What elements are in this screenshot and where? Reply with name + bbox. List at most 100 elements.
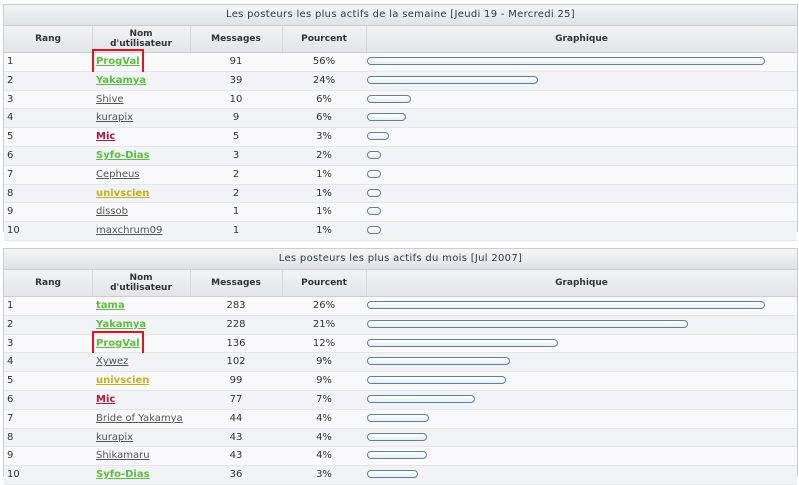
activity-bar [367, 113, 406, 122]
messages-cell: 99 [229, 375, 243, 387]
table-row: 7 Bride of Yakamya 44 4% [4, 409, 797, 429]
username-link[interactable]: ProgVal [92, 330, 144, 356]
percent-cell: 21% [312, 318, 336, 330]
username-link[interactable]: Xywez [96, 356, 129, 368]
messages-cell: 43 [229, 431, 243, 443]
activity-bar [367, 470, 418, 479]
messages-cell: 1 [232, 206, 240, 218]
percent-cell: 26% [312, 300, 336, 311]
rank-cell: 9 [7, 206, 14, 218]
username-link[interactable]: maxchrum09 [96, 225, 163, 237]
percent-cell: 12% [312, 337, 336, 349]
table-row: 4 Xywez 102 9% [4, 353, 797, 373]
username-link[interactable]: Bride of Yakamya [96, 412, 183, 424]
percent-cell: 56% [312, 56, 336, 67]
activity-bar [367, 413, 429, 422]
monthly-top-posters-panel: Les posteurs les plus actifs du mois [Ju… [3, 248, 798, 485]
activity-bar [367, 338, 558, 347]
header-graphique: Graphique [555, 278, 608, 288]
activity-bar [367, 394, 475, 403]
table-row: 9 dissob 1 1% [4, 203, 797, 223]
username-link[interactable]: tama [96, 300, 125, 311]
header-pourcent: Pourcent [282, 270, 367, 296]
rank-cell: 3 [7, 337, 14, 349]
header-messages: Messages [190, 26, 283, 52]
username-link[interactable]: Yakamya [96, 74, 147, 86]
rank-cell: 5 [7, 131, 14, 143]
username-link[interactable]: Cepheus [96, 168, 140, 180]
rank-cell: 6 [7, 393, 14, 405]
rank-cell: 9 [7, 450, 14, 462]
percent-cell: 1% [316, 187, 332, 199]
username-link[interactable]: Syfo-Dias [96, 469, 150, 481]
table-row: 4 kurapix 9 6% [4, 109, 797, 129]
messages-cell: 36 [229, 469, 243, 481]
username-link[interactable]: Mic [96, 131, 116, 143]
username-link[interactable]: Yakamya [96, 318, 147, 330]
rank-cell: 10 [7, 225, 20, 237]
header-rang: Rang [4, 26, 93, 52]
table-row: 10 Syfo-Dias 36 3% [4, 466, 797, 485]
monthly-panel-title: Les posteurs les plus actifs du mois [Ju… [4, 249, 797, 270]
percent-cell: 3% [316, 469, 332, 481]
username-link[interactable]: Shive [96, 93, 124, 105]
messages-cell: 102 [226, 356, 246, 368]
messages-cell: 10 [229, 93, 243, 105]
table-row: 5 univscien 99 9% [4, 372, 797, 391]
table-row: 10 maxchrum09 1 1% [4, 222, 797, 241]
messages-cell: 43 [229, 450, 243, 462]
activity-bar [367, 57, 765, 65]
messages-cell: 283 [226, 300, 246, 311]
table-row: 2 Yakamya 39 24% [4, 71, 797, 91]
monthly-table-header: Rang Nom d'utilisateur Messages Pourcent … [4, 270, 797, 297]
messages-cell: 136 [226, 337, 246, 349]
rank-cell: 4 [7, 112, 14, 124]
table-row: 8 kurapix 43 4% [4, 428, 797, 448]
username-link[interactable]: kurapix [96, 112, 134, 124]
activity-bar [367, 94, 411, 103]
username-link[interactable]: dissob [96, 206, 129, 218]
rank-cell: 2 [7, 318, 14, 330]
table-row: 6 Mic 77 7% [4, 390, 797, 410]
table-row: 3 ProgVal 136 12% [4, 330, 797, 356]
activity-bar [367, 75, 538, 84]
rank-cell: 4 [7, 356, 14, 368]
percent-cell: 6% [316, 93, 332, 105]
username-link[interactable]: univscien [96, 187, 150, 199]
table-row: 7 Cepheus 2 1% [4, 165, 797, 185]
username-link[interactable]: Shikamaru [96, 450, 150, 462]
messages-cell: 2 [232, 168, 240, 180]
table-row: 5 Mic 5 3% [4, 128, 797, 147]
activity-bar [367, 451, 427, 460]
header-nom: Nom d'utilisateur [92, 26, 191, 52]
messages-cell: 228 [226, 318, 246, 330]
username-link[interactable]: Syfo-Dias [96, 149, 150, 161]
rank-cell: 7 [7, 168, 14, 180]
percent-cell: 4% [316, 450, 332, 462]
table-row: 8 univscien 2 1% [4, 184, 797, 204]
rank-cell: 3 [7, 93, 14, 105]
activity-bar [367, 188, 381, 197]
percent-cell: 3% [316, 131, 332, 143]
activity-bar [367, 357, 510, 366]
table-row: 6 Syfo-Dias 3 2% [4, 146, 797, 166]
header-messages: Messages [190, 270, 283, 296]
table-row: 9 Shikamaru 43 4% [4, 447, 797, 467]
username-link[interactable]: ProgVal [92, 49, 144, 74]
rank-cell: 7 [7, 412, 14, 424]
monthly-rows: 1 tama 283 26% 2 Yakamya 228 21% 3 ProgVal 136 12% 4… [4, 297, 797, 485]
messages-cell: 9 [232, 112, 240, 124]
activity-bar [367, 432, 427, 441]
header-graphique: Graphique [555, 34, 608, 44]
username-link[interactable]: Mic [96, 393, 116, 405]
username-link[interactable]: univscien [96, 375, 150, 387]
weekly-rows: 1 ProgVal 91 56% 2 Yakamya 39 24% 3 Shive 10 6% 4 kur… [4, 49, 797, 241]
percent-cell: 1% [316, 206, 332, 218]
percent-cell: 9% [316, 375, 332, 387]
messages-cell: 2 [232, 187, 240, 199]
percent-cell: 1% [316, 225, 332, 237]
header-rang: Rang [4, 270, 93, 296]
header-nom-line1: Nom [129, 273, 153, 283]
table-row: 3 Shive 10 6% [4, 90, 797, 110]
username-link[interactable]: kurapix [96, 431, 134, 443]
